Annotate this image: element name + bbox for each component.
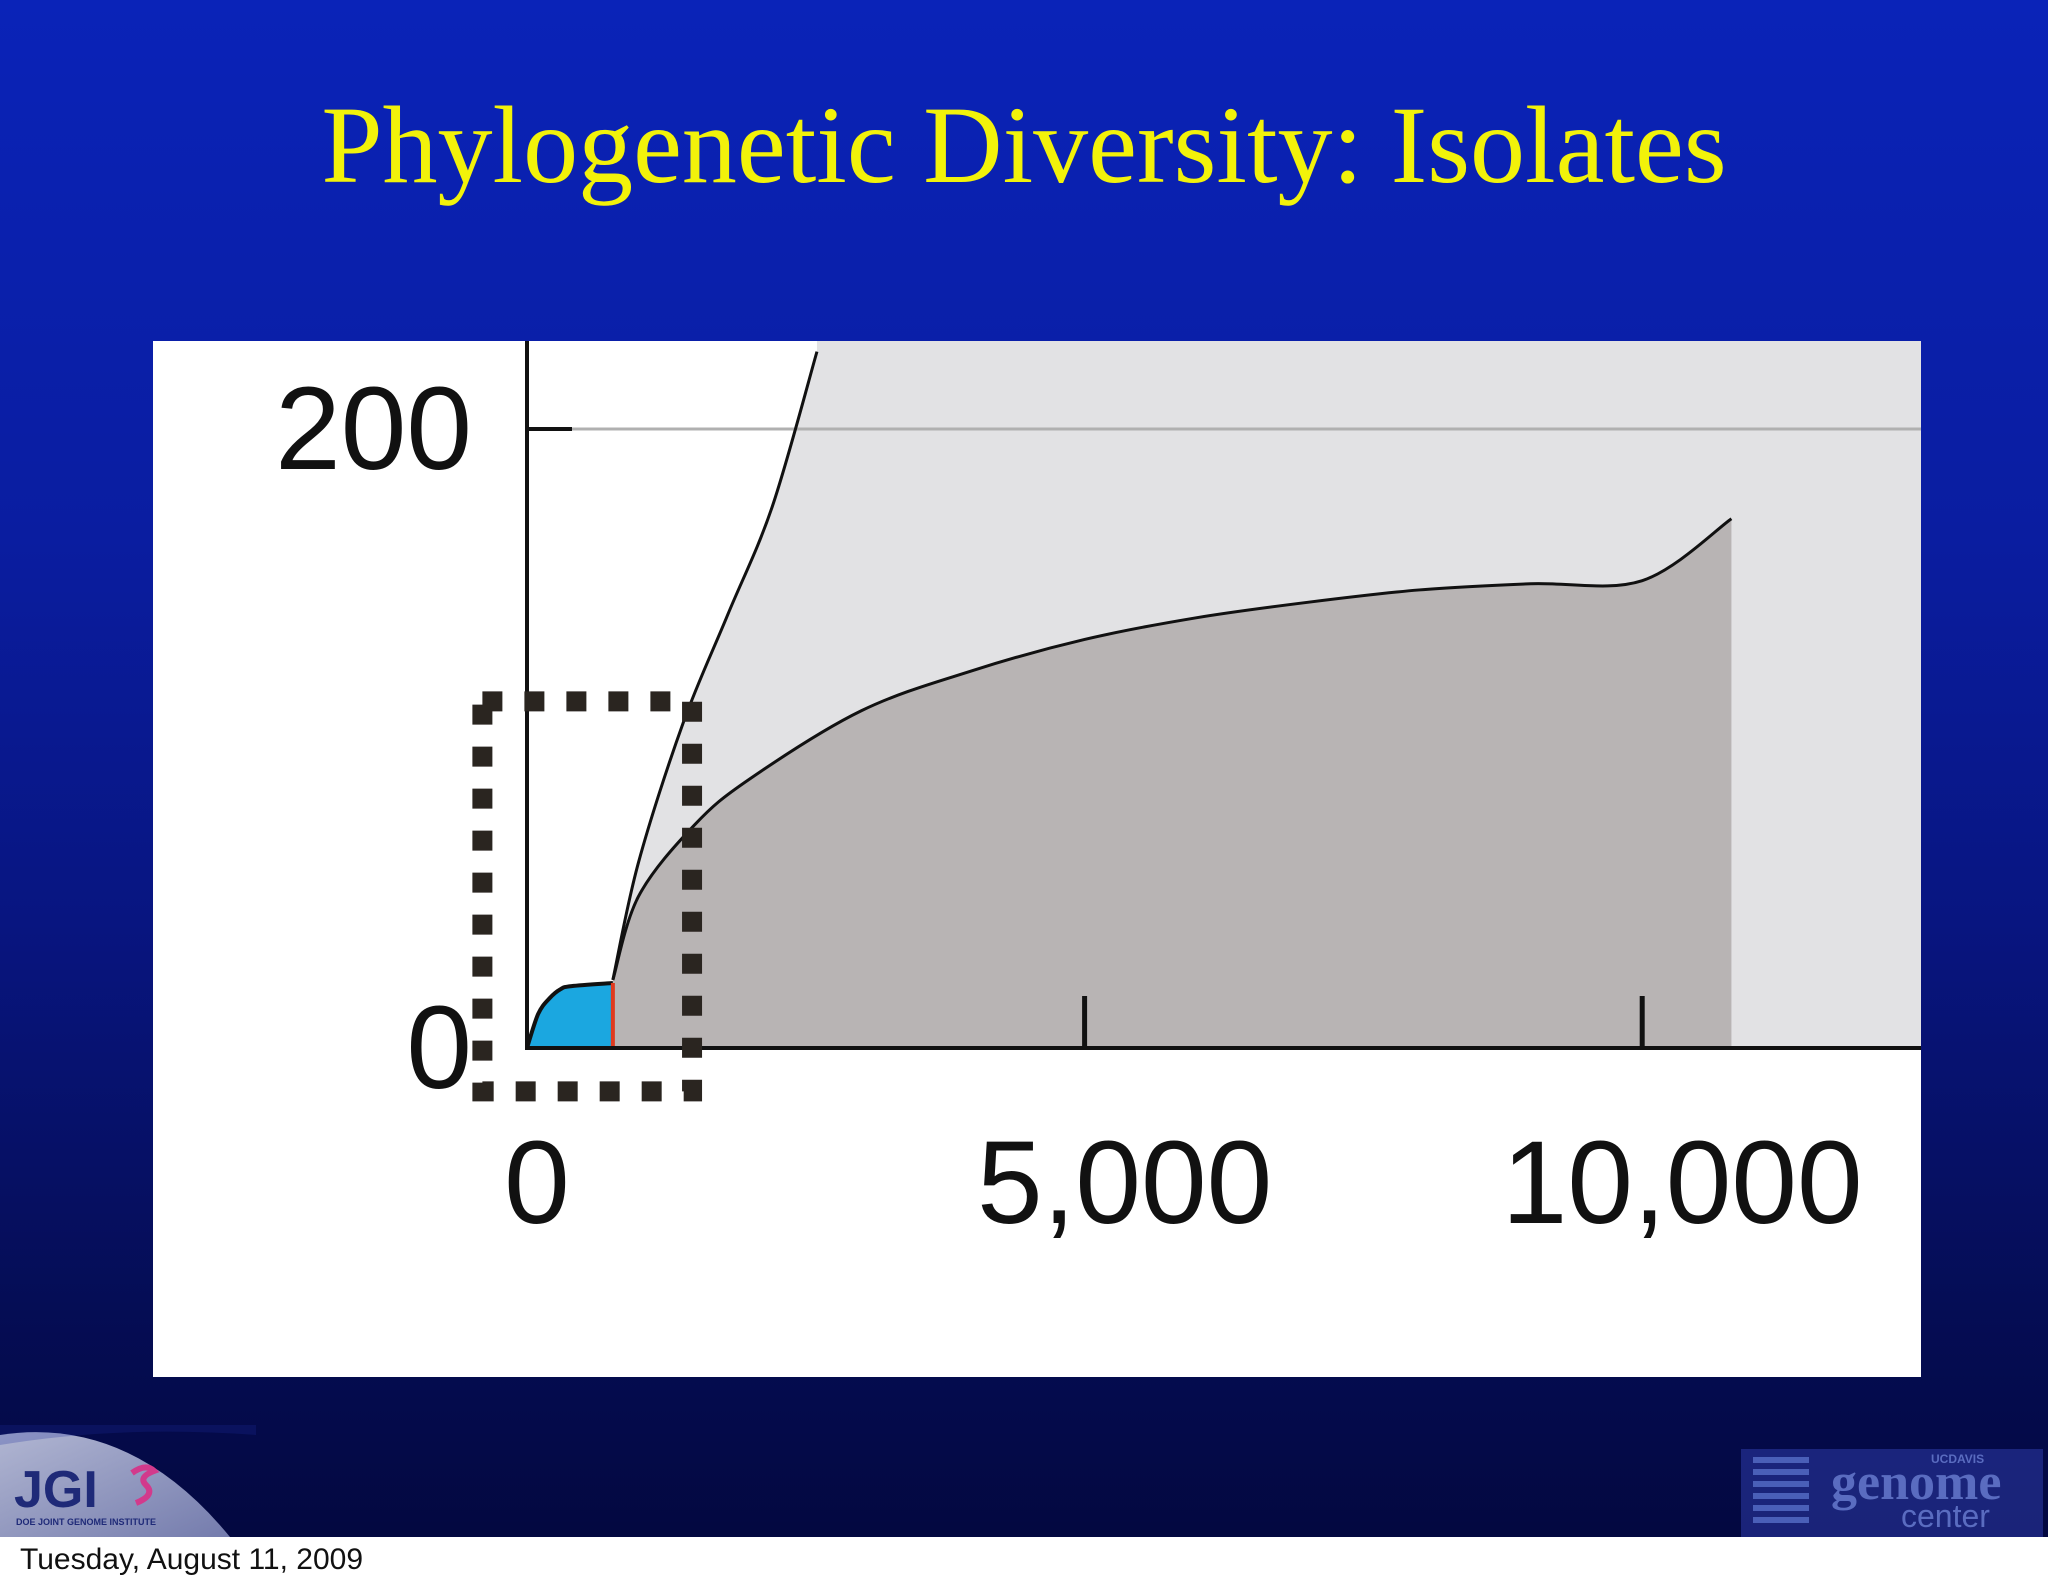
area-small-fill xyxy=(527,983,613,1048)
y-tick-label-0: 0 xyxy=(406,982,472,1114)
chart-panel: 0 200 0 5,000 10,000 xyxy=(153,341,1921,1377)
x-tick-label-2: 10,000 xyxy=(1502,1117,1863,1249)
genome-logo-sub-text: center xyxy=(1901,1498,1990,1534)
jgi-logo-subtitle: DOE JOINT GENOME INSTITUTE xyxy=(16,1517,156,1527)
jgi-logo: JGI DOE JOINT GENOME INSTITUTE xyxy=(0,1425,256,1537)
genome-center-logo: UCDAVIS genome center xyxy=(1741,1449,2043,1537)
x-tick-label-0: 0 xyxy=(504,1117,570,1249)
x-tick-label-1: 5,000 xyxy=(977,1117,1272,1249)
slide-title: Phylogenetic Diversity: Isolates xyxy=(321,84,1727,206)
genome-logo-top-text: UCDAVIS xyxy=(1931,1452,1984,1466)
chart-svg: 0 200 0 5,000 10,000 xyxy=(275,341,1921,1249)
series-line-outer xyxy=(611,351,819,981)
series-line-inner xyxy=(611,517,1733,981)
jgi-logo-text: JGI xyxy=(14,1461,98,1519)
genome-center-logo-graphic: UCDAVIS genome center xyxy=(1741,1449,2043,1537)
area-inner-fill xyxy=(612,518,1732,1048)
footer-date: Tuesday, August 11, 2009 xyxy=(20,1543,364,1576)
genome-logo-main-text: genome xyxy=(1831,1454,2001,1511)
jgi-logo-graphic: JGI DOE JOINT GENOME INSTITUTE xyxy=(0,1425,256,1537)
y-tick-label-1: 200 xyxy=(275,363,472,495)
series-line-small xyxy=(525,981,614,1049)
